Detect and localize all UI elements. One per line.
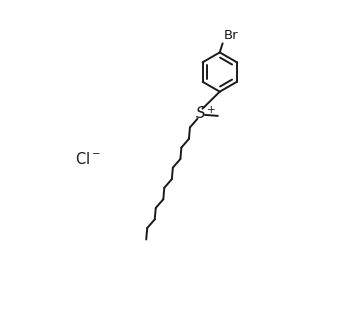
Text: Cl$^-$: Cl$^-$ [75,151,101,167]
Text: S: S [196,106,205,122]
Text: +: + [207,104,216,115]
Text: Br: Br [224,29,238,42]
